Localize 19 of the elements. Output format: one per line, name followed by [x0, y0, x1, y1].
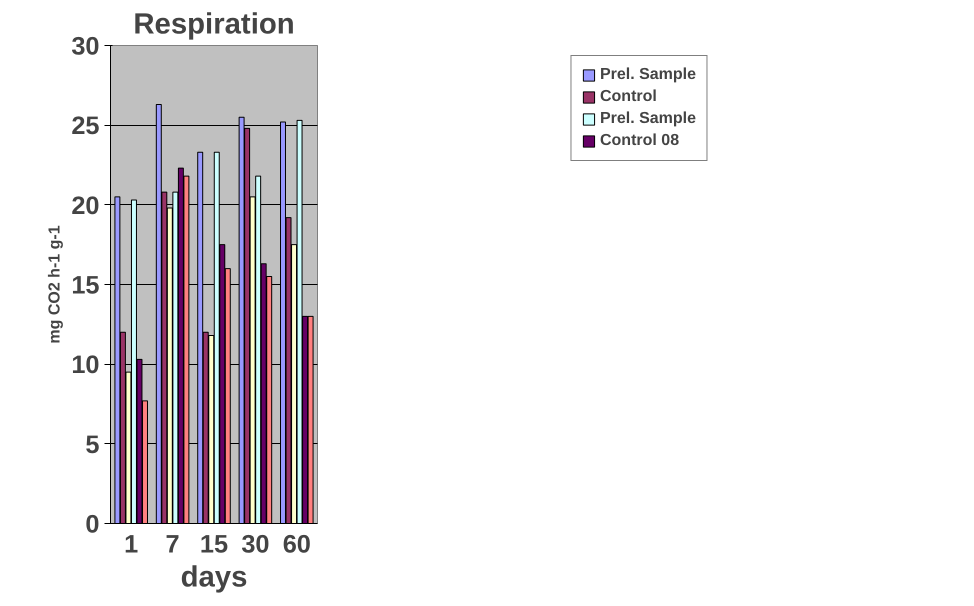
x-tick-label: 7 — [166, 530, 180, 558]
y-tick-label: 20 — [71, 192, 100, 220]
y-tick-label: 30 — [71, 32, 100, 60]
x-tick-label: 60 — [282, 530, 311, 558]
legend-label: Prel. Sample — [600, 66, 696, 84]
y-tick-label: 15 — [71, 272, 100, 300]
x-tick-label: 30 — [241, 530, 270, 558]
x-axis-title: days — [180, 560, 248, 594]
x-tick-label: 1 — [124, 530, 138, 558]
chart-title: Respiration — [133, 8, 295, 40]
y-tick-label: 25 — [71, 112, 100, 140]
legend-label: Control 08 — [600, 132, 680, 150]
legend-label: Control — [600, 88, 657, 106]
y-axis-title: mg CO2 h-1 g-1 — [46, 225, 64, 344]
x-tick-label: 15 — [200, 530, 228, 558]
legend-label: Prel. Sample — [600, 110, 696, 128]
y-tick-label: 10 — [71, 351, 100, 380]
y-tick-label: 0 — [85, 510, 100, 538]
y-tick-label: 5 — [85, 430, 100, 459]
